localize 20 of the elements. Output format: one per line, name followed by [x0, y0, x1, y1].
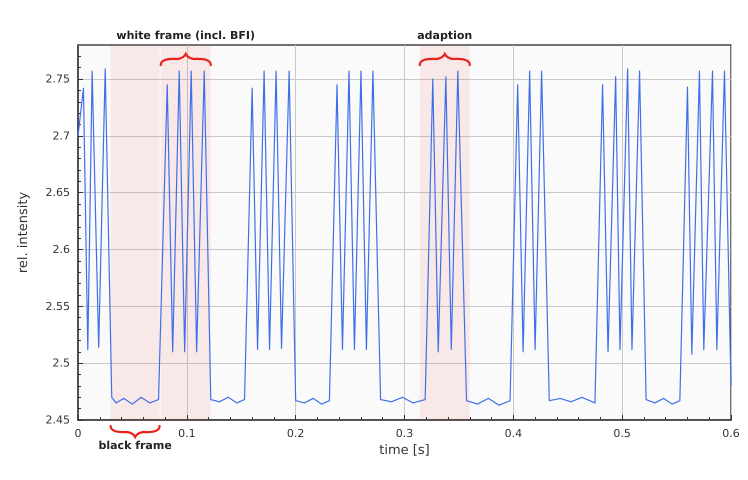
- y-tick-label: 2.65: [46, 186, 70, 200]
- x-tick-label: 0.2: [286, 427, 304, 440]
- x-tick-label: 0: [74, 427, 82, 440]
- x-tick-label: 0.5: [613, 427, 631, 440]
- x-tick-label: 0.3: [396, 427, 414, 440]
- y-tick-label: 2.75: [46, 72, 70, 86]
- band-label: adaption: [417, 29, 472, 42]
- x-tick-label: 0.4: [504, 427, 522, 440]
- y-tick-label: 2.45: [46, 414, 70, 426]
- legend-label: black frame: [98, 439, 172, 452]
- y-tick-label: 2.7: [52, 129, 70, 142]
- y-tick-label: 2.6: [52, 243, 70, 256]
- x-tick-label: 0.6: [722, 427, 740, 440]
- x-axis-title: time [s]: [379, 442, 430, 458]
- y-axis-title: rel. intensity: [16, 192, 31, 274]
- x-tick-label: 0.1: [178, 427, 196, 440]
- y-tick-label: 2.5: [52, 356, 70, 370]
- y-tick-label: 2.55: [46, 300, 70, 313]
- line-series: [77, 68, 732, 406]
- band-label: white frame (incl. BFI): [116, 29, 256, 42]
